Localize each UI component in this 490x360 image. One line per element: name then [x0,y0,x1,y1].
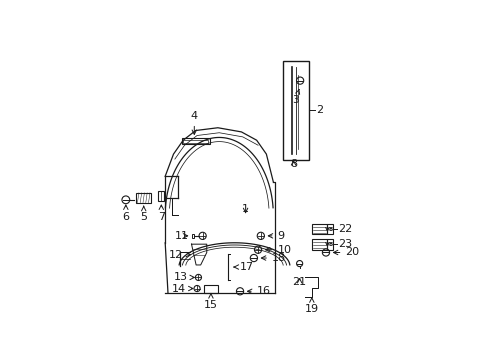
Text: 19: 19 [305,298,319,314]
Text: V8: V8 [325,227,335,232]
Bar [312,239,327,250]
Text: 21: 21 [293,278,307,287]
Text: 7: 7 [158,205,165,222]
Text: 15: 15 [204,294,218,310]
Text: 20: 20 [333,247,360,257]
Text: 8: 8 [290,159,297,169]
Bar [158,191,164,201]
Text: 5: 5 [140,206,147,222]
Text: V8: V8 [325,242,335,247]
Text: 2: 2 [316,105,323,116]
Text: 12: 12 [169,249,191,260]
Text: 23: 23 [339,239,353,249]
Bar [136,193,151,203]
Text: 4: 4 [191,111,198,134]
Bar [192,234,195,238]
Text: 6: 6 [122,205,129,222]
Text: 22: 22 [339,224,353,234]
Text: 18: 18 [261,253,286,263]
Bar [312,224,327,234]
Bar [327,239,333,250]
Text: 14: 14 [172,284,193,293]
Text: 17: 17 [234,262,254,272]
Bar [183,140,208,143]
Bar [327,224,333,234]
Text: 10: 10 [266,245,292,255]
Text: 3: 3 [293,89,300,105]
Text: 9: 9 [269,231,285,241]
Text: 1: 1 [242,204,249,214]
Text: 16: 16 [247,286,270,296]
Text: 11: 11 [175,231,189,241]
Bar [283,61,309,159]
Bar [204,285,218,293]
Bar [182,138,210,144]
Text: 13: 13 [173,273,195,283]
